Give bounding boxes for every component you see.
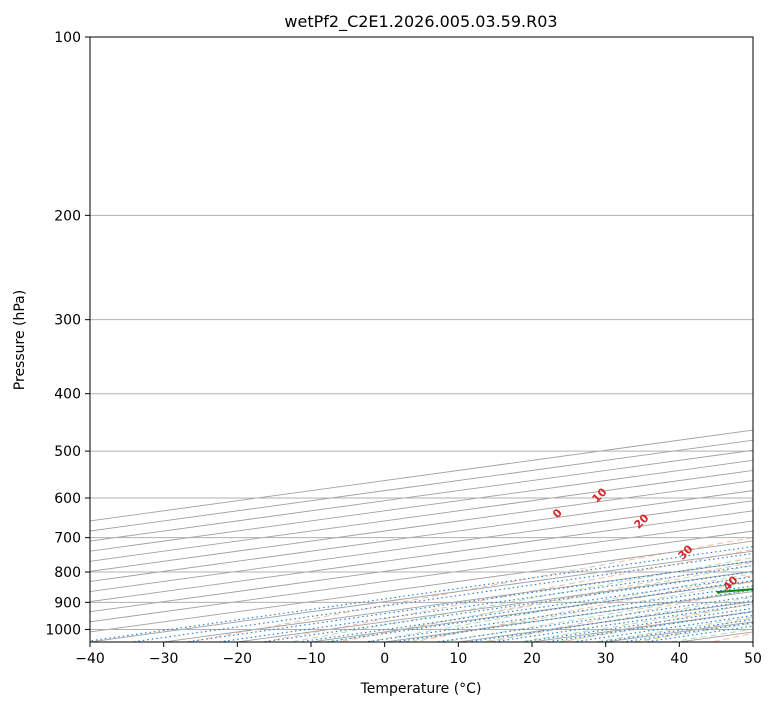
- mixing-ratio-line: [390, 589, 753, 642]
- isotherm-line: [381, 591, 753, 642]
- moist-adiabat: [554, 610, 753, 642]
- plot-area: 0.10.20.40.611.52346810131620253036-100-…: [90, 10, 775, 654]
- x-tick-label: −20: [223, 651, 253, 667]
- x-tick-label: 50: [744, 651, 762, 667]
- x-axis-label: Temperature (°C): [360, 681, 482, 697]
- isotherm-line: [90, 500, 753, 592]
- isotherm-line: [90, 540, 753, 633]
- mixing-ratio-line: [595, 618, 753, 642]
- y-tick-label: 700: [54, 531, 81, 547]
- mixing-ratio-line: [214, 564, 753, 642]
- mixing-ratio-line: [542, 611, 753, 642]
- mixing-ratio-line: [361, 585, 753, 642]
- isotherm-line: [528, 611, 753, 642]
- y-tick-label: 1000: [45, 622, 81, 638]
- moist-adiabat: [629, 622, 753, 642]
- isotherm-line: [90, 459, 753, 552]
- y-axis-label: Pressure (hPa): [12, 290, 28, 390]
- moist-adiabat-label: 0: [550, 506, 565, 521]
- moist-adiabat: [363, 573, 753, 642]
- isotherm-line: [90, 530, 753, 623]
- axes: −40 −30 −20 −10 0 10 20 30 40 5010020030040050060…: [45, 30, 762, 667]
- isotherm-line: [455, 601, 753, 642]
- moist-adiabat: [478, 596, 753, 642]
- x-tick-label: 40: [670, 651, 688, 667]
- dry-adiabat: [186, 536, 753, 642]
- y-tick-label: 600: [54, 491, 81, 507]
- isotherm-line: [739, 10, 775, 654]
- dry-adiabat: [261, 549, 753, 642]
- isotherm-line: [90, 480, 753, 572]
- y-tick-label: 500: [54, 444, 81, 460]
- x-tick-label: 30: [597, 651, 615, 667]
- moist-adiabat: [325, 564, 753, 642]
- x-tick-label: 20: [523, 651, 541, 667]
- moist-adiabat: [591, 616, 753, 642]
- mixing-ratio-line: [295, 576, 753, 642]
- dewpoint-profile-line: [715, 588, 753, 595]
- x-tick-label: −40: [75, 651, 105, 667]
- dry-adiabat: [634, 617, 753, 642]
- y-tick-label: 900: [54, 595, 81, 611]
- x-tick-label: 0: [380, 651, 389, 667]
- isotherm-line: [90, 469, 753, 562]
- y-tick-label: 800: [54, 565, 81, 581]
- isotherm-line: [90, 520, 753, 613]
- moist-adiabat-label: 20: [632, 511, 652, 531]
- isotherm-line: [90, 510, 753, 603]
- y-tick-label: 100: [54, 30, 81, 46]
- dry-adiabat: [410, 575, 753, 642]
- mixing-ratio-line: [322, 579, 753, 642]
- y-tick-label: 300: [54, 313, 81, 329]
- y-tick-label: 200: [54, 208, 81, 224]
- x-tick-label: −30: [149, 651, 179, 667]
- isotherm-line: [160, 560, 753, 642]
- moist-adiabat: [516, 603, 753, 642]
- plot-frame: [89, 36, 754, 643]
- mixing-ratio-line: [488, 603, 753, 642]
- dry-adiabat: [485, 588, 753, 642]
- isotherm-line: [90, 490, 753, 582]
- moist-adiabat: [401, 581, 753, 642]
- x-tick-label: −10: [296, 651, 326, 667]
- mixing-ratio-line: [90, 545, 753, 642]
- dry-adiabat: [709, 632, 753, 642]
- x-tick-label: 10: [449, 651, 467, 667]
- isotherm-line: [602, 621, 753, 642]
- isotherm-line: [307, 580, 753, 642]
- chart-title: wetPf2_C2E1.2026.005.03.59.R03: [284, 12, 557, 32]
- y-tick-label: 400: [54, 387, 81, 403]
